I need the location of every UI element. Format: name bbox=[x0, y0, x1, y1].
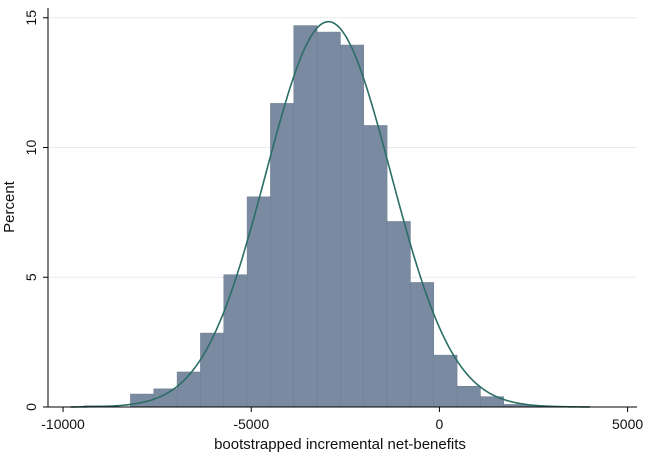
histogram-bar-4 bbox=[176, 371, 201, 408]
y-ticks: 0 5 10 15 bbox=[23, 10, 48, 411]
x-tick-label-3: 5000 bbox=[612, 416, 643, 432]
x-tick-label-0: -10000 bbox=[41, 416, 85, 432]
x-ticks: -10000 -5000 0 5000 bbox=[41, 407, 643, 432]
histogram-bar-12 bbox=[363, 125, 388, 408]
histogram-bar-6 bbox=[223, 274, 248, 408]
histogram-bar-13 bbox=[386, 221, 411, 408]
histogram-bar-15 bbox=[433, 354, 458, 408]
y-axis-title: Percent bbox=[1, 180, 18, 233]
histogram-bar-8 bbox=[270, 103, 295, 408]
x-axis-title: bootstrapped incremental net-benefits bbox=[214, 436, 466, 453]
y-tick-label-1: 5 bbox=[23, 273, 39, 281]
x-tick-label-1: -5000 bbox=[233, 416, 269, 432]
histogram-bar-11 bbox=[340, 44, 365, 408]
histogram-bars bbox=[83, 25, 551, 408]
y-tick-label-2: 10 bbox=[23, 140, 39, 156]
histogram-bar-9 bbox=[293, 25, 318, 408]
normal-density-layer bbox=[70, 20, 590, 408]
y-tick-label-3: 15 bbox=[23, 10, 39, 26]
y-tick-label-0: 0 bbox=[23, 403, 39, 411]
histogram-bar-16 bbox=[456, 385, 481, 408]
histogram-bar-14 bbox=[410, 282, 435, 408]
axes bbox=[47, 8, 637, 408]
x-tick-label-2: 0 bbox=[436, 416, 444, 432]
normal-density-curve bbox=[70, 20, 590, 408]
histogram-bar-10 bbox=[316, 31, 341, 408]
histogram-bar-5 bbox=[200, 332, 225, 408]
